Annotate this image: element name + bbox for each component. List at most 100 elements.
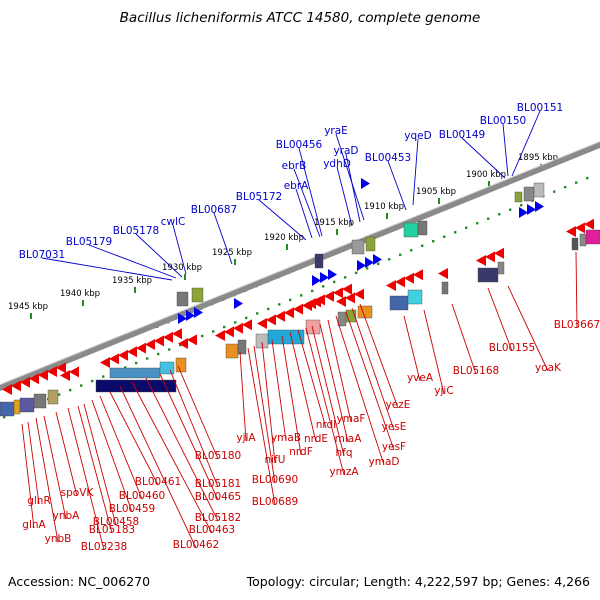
forward-gene-arrow[interactable] (365, 257, 374, 268)
gene-label[interactable]: miaA (335, 433, 363, 445)
feature-block[interactable] (237, 339, 247, 355)
reverse-gene-arrow[interactable] (293, 303, 303, 315)
feature-block[interactable] (109, 367, 161, 379)
feature-block[interactable] (191, 287, 204, 303)
feature-block[interactable] (403, 222, 419, 238)
gene-label[interactable]: BL00149 (439, 129, 485, 141)
feature-block[interactable] (571, 237, 579, 251)
gene-label[interactable]: glnA (22, 519, 46, 531)
gene-label[interactable]: BL00463 (189, 524, 235, 536)
feature-block[interactable] (47, 389, 59, 405)
feature-block[interactable] (514, 191, 523, 203)
reverse-gene-arrow[interactable] (284, 307, 294, 319)
reverse-gene-arrow[interactable] (136, 342, 146, 354)
reverse-gene-arrow[interactable] (47, 366, 57, 377)
feature-block[interactable] (176, 291, 189, 307)
gene-label[interactable]: yjlA (236, 432, 256, 444)
gene-label[interactable]: BL05180 (195, 450, 241, 462)
reverse-gene-arrow[interactable] (109, 353, 119, 365)
reverse-gene-arrow[interactable] (275, 310, 285, 322)
gene-label[interactable]: BL05181 (195, 478, 241, 490)
gene-label[interactable]: BL00462 (173, 539, 219, 551)
gene-label[interactable]: BL05178 (113, 225, 159, 237)
reverse-gene-arrow[interactable] (233, 322, 243, 334)
feature-block[interactable] (225, 343, 239, 359)
feature-block[interactable] (314, 253, 324, 269)
reverse-gene-arrow[interactable] (60, 370, 70, 381)
reverse-gene-arrow[interactable] (476, 255, 486, 266)
gene-label[interactable]: BL05182 (195, 512, 241, 524)
reverse-gene-arrow[interactable] (38, 369, 48, 381)
gene-label[interactable]: yezE (386, 399, 411, 411)
reverse-gene-arrow[interactable] (163, 331, 173, 343)
reverse-gene-arrow[interactable] (154, 335, 164, 347)
gene-label[interactable]: BL05179 (66, 236, 112, 248)
feature-block[interactable] (305, 319, 321, 335)
feature-block[interactable] (95, 379, 177, 393)
reverse-gene-arrow[interactable] (342, 283, 352, 295)
reverse-gene-arrow[interactable] (257, 318, 267, 329)
gene-label[interactable]: BL05168 (453, 365, 499, 377)
gene-label[interactable]: ymaD (369, 456, 400, 468)
gene-label[interactable]: BL00458 (93, 516, 139, 528)
feature-block[interactable] (0, 401, 15, 417)
gene-label[interactable]: BL00689 (252, 496, 298, 508)
reverse-gene-arrow[interactable] (336, 296, 346, 307)
gene-label[interactable]: ebrA (284, 180, 309, 192)
gene-label[interactable]: yoaK (535, 362, 562, 374)
gene-label[interactable]: hfq (335, 447, 352, 459)
reverse-gene-arrow[interactable] (224, 326, 234, 338)
reverse-gene-arrow[interactable] (20, 376, 30, 388)
reverse-gene-arrow[interactable] (485, 251, 495, 263)
gene-label[interactable]: BL00690 (252, 474, 298, 486)
feature-block[interactable] (533, 182, 545, 198)
gene-label[interactable]: BL00465 (195, 491, 241, 503)
reverse-gene-arrow[interactable] (145, 339, 155, 350)
feature-block[interactable] (365, 236, 376, 252)
gene-label[interactable]: BL00687 (191, 204, 237, 216)
feature-block[interactable] (357, 305, 373, 319)
gene-label[interactable]: yqeD (404, 130, 431, 142)
gene-label[interactable]: yesF (382, 441, 406, 453)
gene-label[interactable]: BL03667 (554, 319, 600, 331)
gene-label[interactable]: BL00460 (119, 490, 165, 502)
feature-block[interactable] (417, 220, 428, 236)
reverse-gene-arrow[interactable] (494, 247, 504, 259)
feature-block[interactable] (175, 357, 187, 373)
feature-block[interactable] (267, 329, 305, 345)
forward-gene-arrow[interactable] (234, 298, 243, 309)
reverse-gene-arrow[interactable] (242, 319, 252, 331)
reverse-gene-arrow[interactable] (386, 280, 396, 291)
forward-gene-arrow[interactable] (328, 269, 337, 280)
gene-label[interactable]: BL03238 (81, 541, 127, 553)
feature-block[interactable] (497, 261, 505, 275)
reverse-gene-arrow[interactable] (315, 294, 325, 306)
gene-label[interactable]: BL00459 (109, 503, 155, 515)
gene-label[interactable]: ynbB (45, 533, 72, 545)
feature-block[interactable] (33, 393, 47, 409)
gene-label[interactable]: ydhD (323, 158, 351, 170)
forward-gene-arrow[interactable] (373, 254, 382, 265)
gene-label[interactable]: BL00150 (480, 115, 526, 127)
gene-label[interactable]: BL07031 (19, 249, 65, 261)
feature-block[interactable] (523, 186, 535, 202)
forward-gene-arrow[interactable] (357, 260, 366, 271)
gene-label[interactable]: BL00151 (517, 102, 563, 114)
forward-gene-arrow[interactable] (535, 201, 544, 212)
feature-block[interactable] (585, 229, 600, 245)
feature-block[interactable] (441, 281, 449, 295)
feature-block[interactable] (389, 295, 409, 311)
gene-label[interactable]: yesE (382, 421, 407, 433)
gene-label[interactable]: BL00456 (276, 139, 323, 151)
feature-block[interactable] (19, 397, 35, 413)
reverse-gene-arrow[interactable] (215, 330, 225, 341)
reverse-gene-arrow[interactable] (345, 292, 355, 304)
reverse-gene-arrow[interactable] (11, 380, 21, 392)
forward-gene-arrow[interactable] (178, 313, 187, 324)
reverse-gene-arrow[interactable] (29, 373, 39, 385)
gene-label[interactable]: ebrB (282, 160, 307, 172)
forward-gene-arrow[interactable] (312, 275, 321, 286)
gene-label[interactable]: BL00453 (365, 152, 411, 164)
forward-gene-arrow[interactable] (527, 204, 536, 215)
gene-label[interactable]: BL00461 (135, 476, 181, 488)
